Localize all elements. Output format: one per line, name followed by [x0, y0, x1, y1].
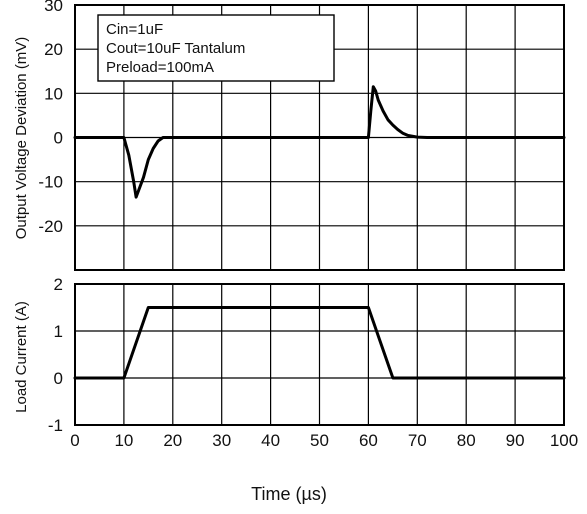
y-tick-label: 10 [44, 84, 63, 103]
x-tick-labels: 0 10 20 30 40 50 60 70 80 90 100 [70, 431, 578, 450]
x-tick-label: 90 [506, 431, 525, 450]
y-axis-label-current: Load Current (A) [13, 301, 30, 413]
y-tick-label: 2 [54, 275, 63, 294]
current-panel: -1 0 1 2 [48, 275, 566, 435]
series-line-load-current [73, 306, 566, 380]
x-tick-label: 80 [457, 431, 476, 450]
y-tick-label: 20 [44, 40, 63, 59]
annotation-line: Cout=10uF Tantalum [106, 40, 245, 57]
series-line-output-voltage-deviation [73, 85, 566, 199]
y-tick-label: -20 [38, 217, 63, 236]
x-tick-label: 100 [550, 431, 578, 450]
annotation-line: Preload=100mA [106, 59, 214, 76]
y-axis-label-voltage: Output Voltage Deviation (mV) [13, 37, 30, 240]
x-tick-label: 40 [261, 431, 280, 450]
x-tick-label: 10 [114, 431, 133, 450]
x-axis-label: Time (µs) [251, 484, 327, 504]
y-tick-label: -1 [48, 416, 63, 435]
x-tick-label: 30 [212, 431, 231, 450]
y-tick-label: 0 [54, 369, 63, 388]
x-tick-label: 60 [359, 431, 378, 450]
x-tick-label: 20 [163, 431, 182, 450]
annotation-box: Cin=1uF Cout=10uF Tantalum Preload=100mA [97, 14, 335, 82]
y-tick-label: 0 [54, 129, 63, 148]
voltage-panel: -20 -10 0 10 20 30 Cin=1uF Cout=10uF Tantalum Pr… [38, 0, 566, 271]
annotation-frame [97, 14, 335, 82]
y-tick-label: 30 [44, 0, 63, 15]
x-tick-label: 0 [70, 431, 79, 450]
y-tick-label: 1 [54, 322, 63, 341]
annotation-line: Cin=1uF [106, 21, 163, 38]
y-tick-label: -10 [38, 173, 63, 192]
x-tick-label: 50 [310, 431, 329, 450]
x-tick-label: 70 [408, 431, 427, 450]
